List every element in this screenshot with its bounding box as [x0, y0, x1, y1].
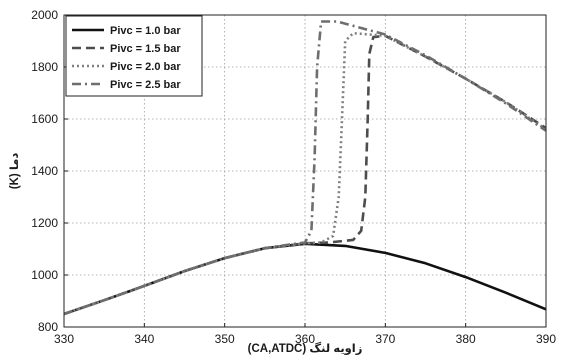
x-axis-title: زاویه لنگ (CA,ATDC) — [248, 341, 363, 356]
legend-label: Pivc = 2.0 bar — [110, 61, 181, 73]
legend: Pivc = 1.0 bar Pivc = 1.5 bar Pivc = 2.0 b… — [65, 15, 203, 97]
y-tick-label: 1200 — [31, 216, 58, 230]
x-tick-label: 380 — [456, 332, 476, 346]
y-tick-label: 1400 — [31, 164, 58, 178]
x-tick-label: 390 — [536, 332, 556, 346]
grid-layer — [64, 15, 546, 327]
legend-label: Pivc = 1.0 bar — [110, 25, 181, 37]
y-tick-label: 2000 — [31, 8, 58, 22]
series-layer — [63, 20, 547, 316]
series-line-4 — [63, 20, 547, 316]
tick-layer: 330 340 350 360 370 380 390 800 1000 1200 1400 1600… — [31, 8, 556, 346]
y-tick-label: 1000 — [31, 268, 58, 282]
x-tick-label: 340 — [134, 332, 154, 346]
y-axis-title: دما (K) — [9, 153, 21, 190]
x-tick-label: 370 — [375, 332, 395, 346]
y-tick-label: 1800 — [31, 60, 58, 74]
legend-label: Pivc = 2.5 bar — [110, 79, 181, 91]
y-tick-label: 1600 — [31, 112, 58, 126]
x-tick-label: 360 — [295, 332, 315, 346]
x-tick-label: 330 — [54, 332, 74, 346]
legend-label: Pivc = 1.5 bar — [110, 43, 181, 55]
y-tick-label: 800 — [38, 320, 58, 334]
x-tick-label: 350 — [215, 332, 235, 346]
